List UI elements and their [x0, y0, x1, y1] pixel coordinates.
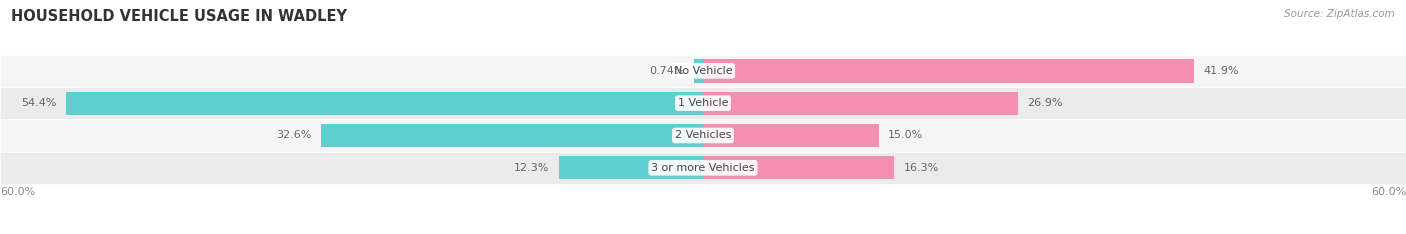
Bar: [703, 156, 894, 179]
Bar: [703, 91, 1018, 115]
Text: 26.9%: 26.9%: [1028, 98, 1063, 108]
Text: 41.9%: 41.9%: [1204, 66, 1239, 76]
Text: 15.0%: 15.0%: [889, 131, 924, 140]
FancyBboxPatch shape: [0, 119, 1406, 152]
FancyBboxPatch shape: [0, 87, 1406, 119]
Bar: [66, 91, 703, 115]
Text: 3 or more Vehicles: 3 or more Vehicles: [651, 163, 755, 173]
Text: 1 Vehicle: 1 Vehicle: [678, 98, 728, 108]
Text: Source: ZipAtlas.com: Source: ZipAtlas.com: [1284, 9, 1395, 19]
FancyBboxPatch shape: [0, 152, 1406, 184]
Text: HOUSEHOLD VEHICLE USAGE IN WADLEY: HOUSEHOLD VEHICLE USAGE IN WADLEY: [11, 9, 347, 24]
Text: 54.4%: 54.4%: [21, 98, 56, 108]
Bar: [703, 59, 1194, 83]
Text: No Vehicle: No Vehicle: [673, 66, 733, 76]
Text: 60.0%: 60.0%: [0, 186, 35, 197]
Text: 60.0%: 60.0%: [1371, 186, 1406, 197]
Text: 12.3%: 12.3%: [515, 163, 550, 173]
Text: 2 Vehicles: 2 Vehicles: [675, 131, 731, 140]
Legend: Owner-occupied, Renter-occupied: Owner-occupied, Renter-occupied: [582, 233, 824, 234]
Bar: [695, 59, 703, 83]
Bar: [560, 156, 703, 179]
Bar: [703, 124, 879, 147]
Bar: [321, 124, 703, 147]
Text: 16.3%: 16.3%: [904, 163, 939, 173]
Text: 32.6%: 32.6%: [277, 131, 312, 140]
Text: 0.74%: 0.74%: [650, 66, 685, 76]
FancyBboxPatch shape: [0, 55, 1406, 87]
